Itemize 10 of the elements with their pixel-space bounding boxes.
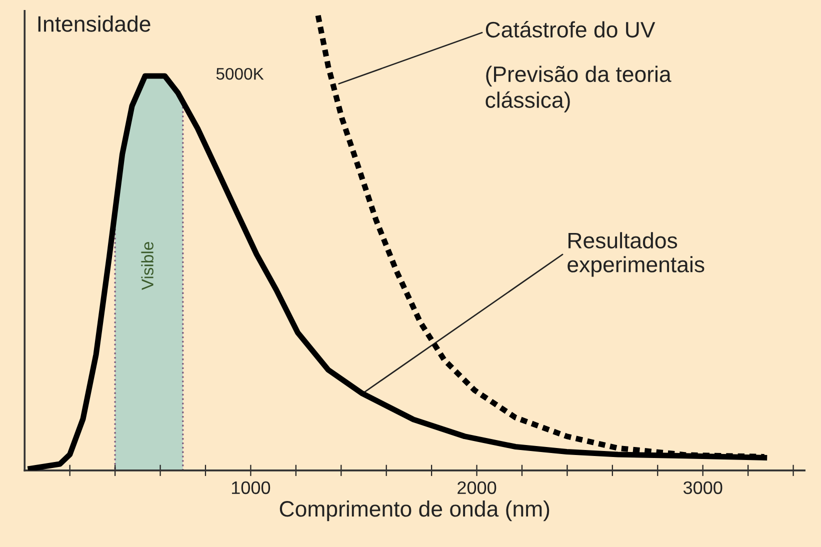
- y-axis-title: Intensidade: [38, 16, 150, 32]
- annotation: 5000K: [216, 68, 264, 80]
- annotation: Resultados experimentais: [568, 232, 704, 277]
- band-label: Visible: [141, 242, 154, 290]
- annotation: Catástrofe do UV: [486, 21, 656, 38]
- x-tick-label: 1000: [232, 481, 270, 494]
- annotation: (Previsão da teoria clássica): [486, 66, 672, 112]
- x-axis-title: Comprimento de onda (nm): [280, 500, 550, 522]
- x-tick-label: 2000: [458, 481, 496, 494]
- x-tick-label: 3000: [683, 481, 722, 494]
